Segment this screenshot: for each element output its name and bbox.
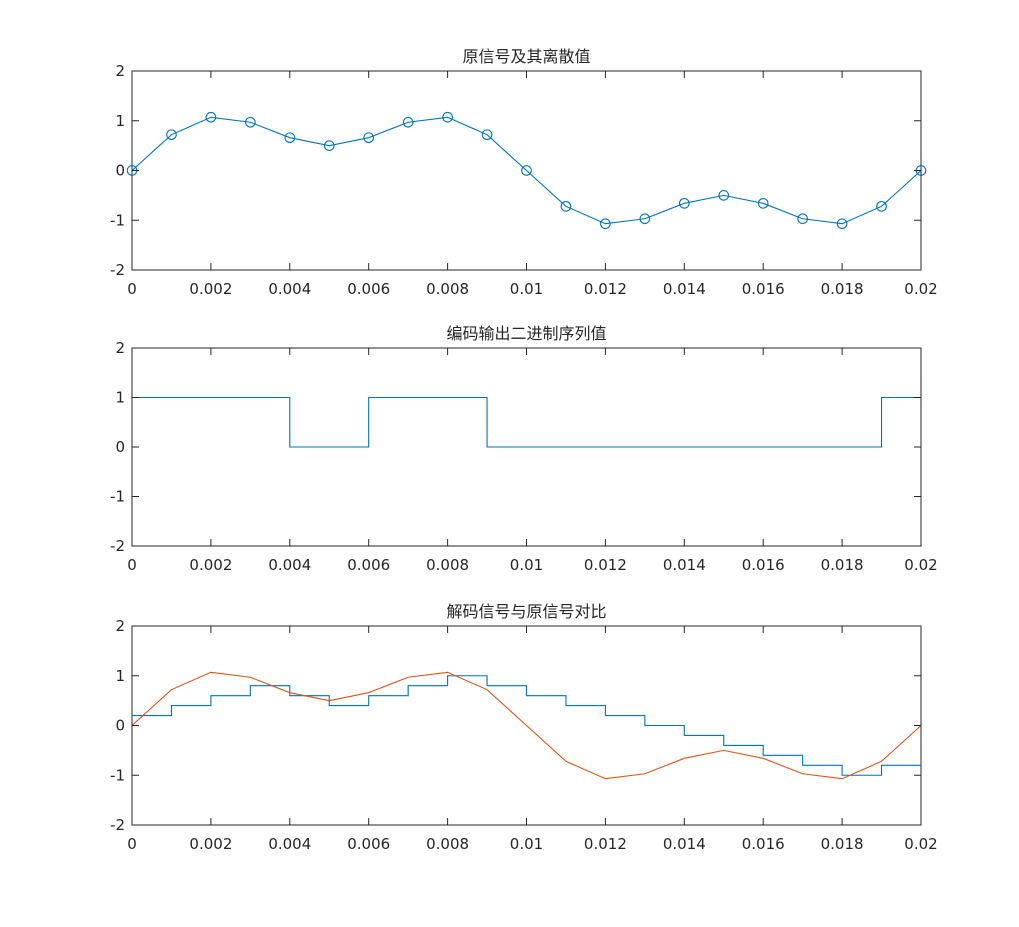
y-tick-label: 0 <box>115 438 125 456</box>
y-tick-label: 1 <box>115 112 125 130</box>
data-point-marker <box>639 213 651 225</box>
x-tick-label: 0.01 <box>510 280 543 298</box>
x-tick-label: 0.002 <box>189 280 232 298</box>
x-tick-label: 0.006 <box>347 280 390 298</box>
x-tick-label: 0.002 <box>189 556 232 574</box>
y-tick-label: -2 <box>110 261 125 279</box>
y-tick-label: 2 <box>115 617 125 635</box>
subplot-decoded-comparison: 解码信号与原信号对比 0 0.002 0.004 0.006 0.008 0.01 0.01… <box>110 602 938 853</box>
chart-title: 解码信号与原信号对比 <box>446 602 606 621</box>
x-tick-label: 0.004 <box>268 556 311 574</box>
x-tick-label: 0.02 <box>904 280 937 298</box>
data-point-marker <box>402 116 414 128</box>
y-tick-label: -1 <box>110 766 125 784</box>
x-tick-label: 0.014 <box>663 556 706 574</box>
x-tick-label: 0.004 <box>268 835 311 853</box>
x-tick-label: 0.01 <box>510 835 543 853</box>
x-tick-label: 0.012 <box>584 556 627 574</box>
data-point-marker <box>797 213 809 225</box>
y-tick-label: 1 <box>115 389 125 407</box>
series-line <box>132 396 921 448</box>
series-line <box>131 671 922 780</box>
y-tick-label: 2 <box>115 339 125 357</box>
data-point-marker <box>560 200 572 212</box>
x-tick-label: 0.008 <box>426 556 469 574</box>
y-tick-label: 0 <box>115 162 125 180</box>
x-tick-label: 0.018 <box>821 280 864 298</box>
x-tick-label: 0 <box>127 835 137 853</box>
data-point-marker <box>284 132 296 144</box>
subplot-binary-sequence: 编码输出二进制序列值 0 0.002 0.004 0.006 0.008 0.01 0.01… <box>110 324 938 574</box>
x-tick-label: 0.008 <box>426 835 469 853</box>
data-point-marker <box>836 218 848 230</box>
data-point-marker <box>205 111 217 123</box>
x-tick-label: 0.008 <box>426 280 469 298</box>
data-point-marker <box>678 197 690 209</box>
x-tick-label: 0.02 <box>904 556 937 574</box>
y-tick-label: 2 <box>115 62 125 80</box>
chart-title: 原信号及其离散值 <box>462 47 590 66</box>
y-tick-label: -2 <box>110 537 125 555</box>
series-1 <box>131 671 922 780</box>
y-tick-label: 1 <box>115 667 125 685</box>
x-tick-label: 0.018 <box>821 835 864 853</box>
series-0 <box>132 396 921 448</box>
x-tick-label: 0.02 <box>904 835 937 853</box>
series-line <box>131 116 922 225</box>
subplot-original-signal: 原信号及其离散值 0 0.002 0.004 0.006 0.008 0.01 0.012 0… <box>110 47 938 298</box>
y-tick-label: -1 <box>110 488 125 506</box>
data-point-marker <box>600 218 611 230</box>
x-tick-label: 0 <box>127 280 137 298</box>
data-point-marker <box>363 132 375 144</box>
x-tick-label: 0.006 <box>347 556 390 574</box>
x-tick-label: 0.006 <box>347 835 390 853</box>
x-tick-label: 0.002 <box>189 835 232 853</box>
x-tick-label: 0.01 <box>510 556 543 574</box>
x-tick-label: 0.016 <box>742 835 785 853</box>
x-tick-label: 0.014 <box>663 280 706 298</box>
x-tick-label: 0.018 <box>821 556 864 574</box>
data-point-marker <box>442 111 453 123</box>
x-tick-label: 0.012 <box>584 835 627 853</box>
series-0 <box>126 111 927 230</box>
data-point-marker <box>876 200 887 212</box>
data-point-marker <box>757 197 769 209</box>
data-point-marker <box>481 129 493 141</box>
x-tick-label: 0.004 <box>268 280 311 298</box>
x-tick-label: 0.016 <box>742 280 785 298</box>
y-tick-label: -1 <box>110 211 125 229</box>
y-tick-label: 0 <box>115 717 125 735</box>
data-point-marker <box>718 190 730 201</box>
x-tick-label: 0.016 <box>742 556 785 574</box>
data-point-marker <box>521 165 532 176</box>
x-tick-label: 0.014 <box>663 835 706 853</box>
data-point-marker <box>323 140 335 151</box>
data-point-marker <box>166 129 177 141</box>
series-line <box>132 675 921 776</box>
chart-title: 编码输出二进制序列值 <box>446 324 606 343</box>
series-0 <box>132 675 921 776</box>
data-point-marker <box>245 116 256 128</box>
y-tick-label: -2 <box>110 816 125 834</box>
x-tick-label: 0.012 <box>584 280 627 298</box>
x-tick-label: 0 <box>127 556 137 574</box>
